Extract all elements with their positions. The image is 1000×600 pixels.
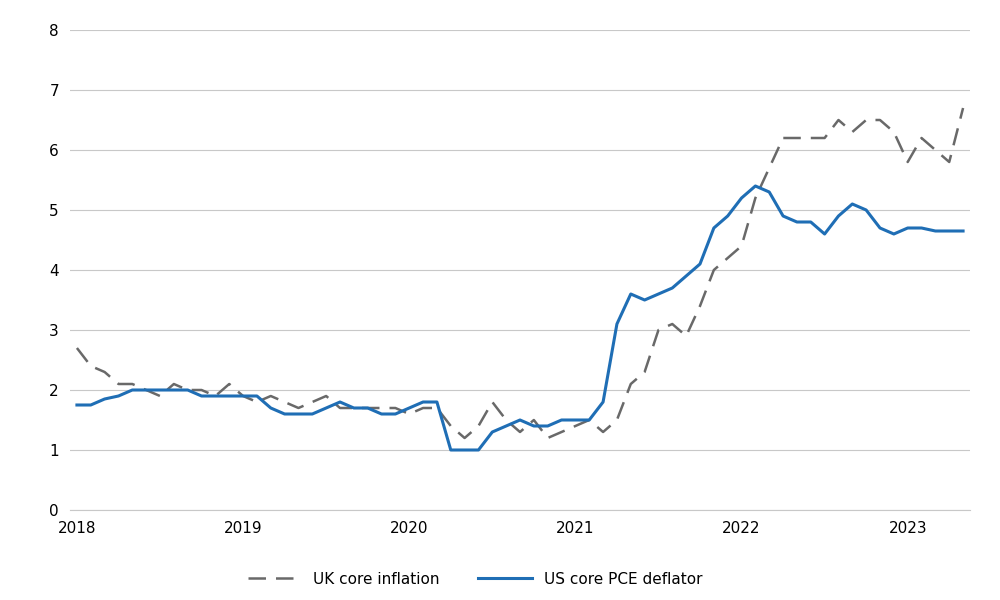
Legend: UK core inflation, US core PCE deflator: UK core inflation, US core PCE deflator [242,566,708,593]
Line: US core PCE deflator: US core PCE deflator [77,186,963,450]
UK core inflation [459,434,471,442]
UK core inflation [846,128,858,136]
US core PCE deflator [459,446,471,454]
US core PCE deflator [749,182,761,190]
UK core inflation [71,344,83,352]
US core PCE deflator [279,410,291,418]
UK core inflation [445,422,457,430]
US core PCE deflator [334,398,346,406]
UK core inflation [957,104,969,112]
UK core inflation [334,404,346,412]
UK core inflation [279,398,291,406]
US core PCE deflator [860,206,872,214]
UK core inflation [929,146,941,154]
US core PCE deflator [542,422,554,430]
US core PCE deflator [445,446,457,454]
UK core inflation [542,434,554,442]
US core PCE deflator [957,227,969,235]
Line: UK core inflation: UK core inflation [77,108,963,438]
US core PCE deflator [71,401,83,409]
US core PCE deflator [929,227,941,235]
